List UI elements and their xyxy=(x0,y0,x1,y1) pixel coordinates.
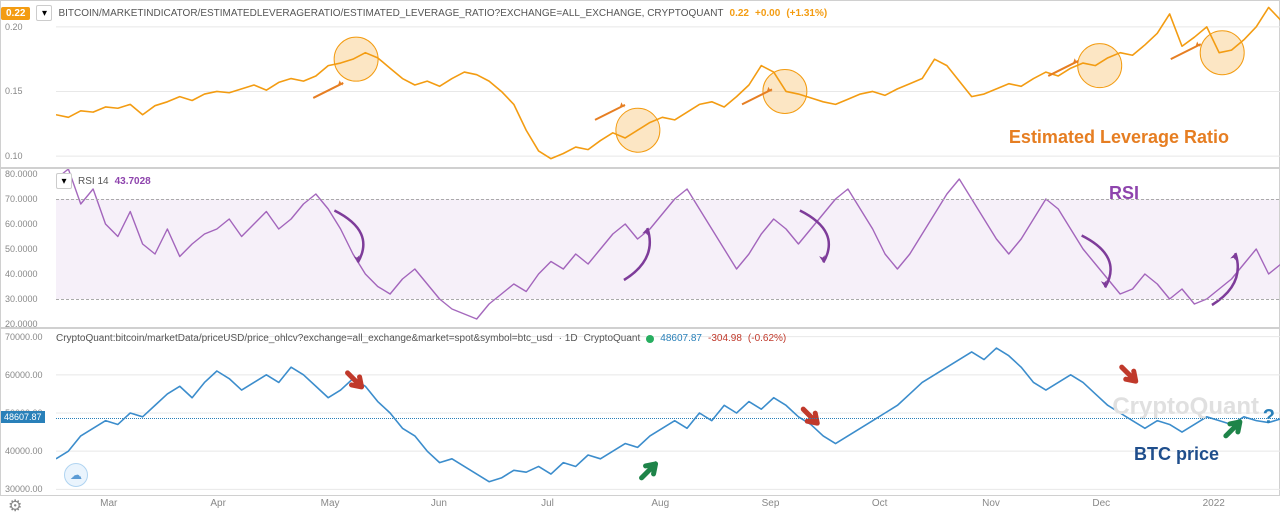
leverage-panel: 0.100.150.200.22▾BITCOIN/MARKETINDICATOR… xyxy=(0,0,1280,168)
price-header: CryptoQuant:bitcoin/marketData/priceUSD/… xyxy=(56,333,786,344)
rsi-title: RSI 14 xyxy=(78,176,109,187)
ytick: 30.0000 xyxy=(5,294,38,304)
ytick: 50.0000 xyxy=(5,244,38,254)
green-arrow-icon xyxy=(1226,422,1240,436)
rsi-band-edge-top xyxy=(56,199,1279,200)
price-plot[interactable]: CryptoQuant 48607.87? CryptoQuant:bitcoin/… xyxy=(56,329,1279,495)
series-line xyxy=(56,348,1280,482)
rsi-yaxis: 20.000030.000040.000050.000060.000070.00… xyxy=(1,169,56,327)
question-mark: ? xyxy=(1263,406,1275,429)
ytick: 30000.00 xyxy=(5,484,43,494)
leverage-label: Estimated Leverage Ratio xyxy=(1009,127,1229,148)
highlight-circle xyxy=(1078,44,1122,88)
xtick: 2022 xyxy=(1203,498,1225,509)
leverage-badge: 0.22 xyxy=(1,7,30,20)
xtick: Jul xyxy=(541,498,554,509)
gear-icon[interactable]: ⚙ xyxy=(8,496,26,514)
price-change: -304.98 xyxy=(708,333,742,344)
xtick: Dec xyxy=(1092,498,1110,509)
price-interval: · 1D xyxy=(559,333,578,344)
xtick: Jun xyxy=(431,498,447,509)
leverage-pct: (+1.31%) xyxy=(786,8,827,19)
price-ref-badge: 48607.87 xyxy=(1,411,45,423)
price-svg xyxy=(56,329,1280,497)
ytick: 60000.00 xyxy=(5,370,43,380)
status-dot-icon xyxy=(646,335,654,343)
rsi-band-edge-bottom xyxy=(56,299,1279,300)
highlight-circle xyxy=(1200,31,1244,75)
ytick: 40.0000 xyxy=(5,269,38,279)
ytick: 70.0000 xyxy=(5,194,38,204)
xaxis: Mar Apr May Jun Jul Aug Sep Oct Nov Dec 2022 xyxy=(55,496,1280,516)
price-source: CryptoQuant xyxy=(584,333,641,344)
price-pct: (-0.62%) xyxy=(748,333,786,344)
rsi-header: ▾ RSI 14 43.7028 xyxy=(56,173,151,189)
leverage-value: 0.22 xyxy=(730,8,749,19)
highlight-circle xyxy=(334,37,378,81)
chevron-down-icon[interactable]: ▾ xyxy=(36,5,52,21)
xtick: Aug xyxy=(651,498,669,509)
xtick: Nov xyxy=(982,498,1000,509)
xtick: Oct xyxy=(872,498,888,509)
xtick: Mar xyxy=(100,498,117,509)
price-title: CryptoQuant:bitcoin/marketData/priceUSD/… xyxy=(56,333,553,344)
price-panel: 30000.0040000.0050000.0060000.0070000.00… xyxy=(0,328,1280,496)
chevron-down-icon[interactable]: ▾ xyxy=(56,173,72,189)
ytick: 0.10 xyxy=(5,151,23,161)
ytick: 0.20 xyxy=(5,22,23,32)
red-arrow-icon xyxy=(1122,367,1136,381)
rsi-band xyxy=(56,199,1279,299)
leverage-change: +0.00 xyxy=(755,8,780,19)
red-arrow-icon xyxy=(803,409,817,423)
xtick: Sep xyxy=(762,498,780,509)
ytick: 70000.00 xyxy=(5,332,43,342)
rsi-value: 43.7028 xyxy=(115,176,151,187)
rsi-panel: 20.000030.000040.000050.000060.000070.00… xyxy=(0,168,1280,328)
green-arrow-icon xyxy=(642,464,656,478)
cloud-icon[interactable]: ☁ xyxy=(64,463,88,487)
rsi-plot[interactable]: ▾ RSI 14 43.7028 xyxy=(56,169,1279,327)
rsi-label: RSI xyxy=(1109,183,1139,204)
ytick: 80.0000 xyxy=(5,169,38,179)
leverage-header: 0.22▾BITCOIN/MARKETINDICATOR/ESTIMATEDLE… xyxy=(56,5,827,21)
price-value: 48607.87 xyxy=(660,333,702,344)
ytick: 40000.00 xyxy=(5,446,43,456)
ytick: 0.15 xyxy=(5,86,23,96)
leverage-yaxis: 0.10 0.15 0.20 xyxy=(1,1,56,167)
highlight-circle xyxy=(616,108,660,152)
xtick: Apr xyxy=(210,498,226,509)
ytick: 60.0000 xyxy=(5,219,38,229)
price-ref-line xyxy=(56,418,1279,419)
leverage-title: BITCOIN/MARKETINDICATOR/ESTIMATEDLEVERAG… xyxy=(58,8,723,19)
price-label: BTC price xyxy=(1134,444,1219,465)
xtick: May xyxy=(321,498,340,509)
